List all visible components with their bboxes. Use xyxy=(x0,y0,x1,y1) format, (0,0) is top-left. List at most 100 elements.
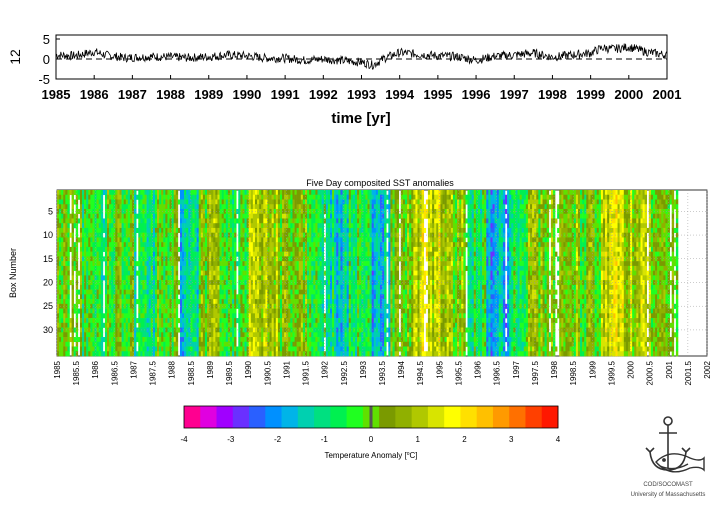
heatmap-cell xyxy=(129,299,133,305)
heatmap-cell xyxy=(79,199,83,205)
heatmap-cell xyxy=(225,208,229,215)
heatmap-cell xyxy=(107,299,110,305)
heatmap-cell xyxy=(113,337,116,343)
heatmap-cell xyxy=(234,265,237,271)
heatmap-cell xyxy=(117,308,120,314)
heatmap-cell xyxy=(100,194,104,200)
heatmap-cell xyxy=(361,265,364,271)
heatmap-cell xyxy=(288,232,291,238)
heatmap-cell xyxy=(215,251,218,257)
heatmap-cell xyxy=(107,261,110,267)
heatmap-cell xyxy=(121,308,124,314)
heatmap-cell xyxy=(342,303,345,309)
heatmap-cell xyxy=(361,294,364,300)
heatmap-cell xyxy=(329,284,333,290)
heatmap-cell xyxy=(265,208,268,215)
heatmap-cell xyxy=(169,251,172,257)
heatmap-cell xyxy=(252,270,256,276)
heatmap-cell xyxy=(236,251,239,257)
heatmap-cell xyxy=(171,190,174,196)
heatmap-cell xyxy=(232,213,235,219)
heatmap-cell xyxy=(265,318,268,324)
heatmap-cell xyxy=(219,213,222,219)
heatmap-cell xyxy=(248,223,252,229)
heatmap-cell xyxy=(188,237,191,243)
heatmap-cell xyxy=(109,332,112,338)
heatmap-cell xyxy=(61,337,64,343)
heatmap-cell xyxy=(104,265,108,271)
heatmap-cell xyxy=(250,303,254,309)
heatmap-cell xyxy=(109,351,112,357)
heatmap-cell xyxy=(319,190,322,196)
heatmap-cell xyxy=(250,341,254,347)
heatmap-cell xyxy=(302,251,306,257)
heatmap-cell xyxy=(225,265,229,271)
heatmap-cell xyxy=(227,256,231,262)
heatmap-cell xyxy=(140,190,143,196)
heatmap-cell xyxy=(132,218,135,224)
heatmap-cell xyxy=(69,218,72,224)
heatmap-cell xyxy=(202,294,206,300)
heatmap-cell xyxy=(352,289,356,295)
heatmap-cell xyxy=(142,246,145,252)
heatmap-cell xyxy=(61,270,64,276)
heatmap-cell xyxy=(104,337,108,343)
heatmap-cell xyxy=(163,284,166,290)
heatmap-cell xyxy=(352,322,356,328)
heatmap-cell xyxy=(319,213,322,219)
heatmap-cell xyxy=(82,213,85,219)
heatmap-cell xyxy=(307,227,310,233)
heatmap-cell xyxy=(132,256,135,262)
heatmap-cell xyxy=(117,299,120,305)
heatmap-cell xyxy=(65,213,68,219)
heatmap-cell xyxy=(109,204,112,210)
heatmap-cell xyxy=(204,223,208,229)
heatmap-cell xyxy=(102,275,106,281)
heatmap-cell xyxy=(259,299,262,305)
heatmap-cell xyxy=(188,346,191,352)
heatmap-cell xyxy=(250,190,254,196)
heatmap-cell xyxy=(188,265,191,271)
heatmap-cell xyxy=(273,242,277,248)
heatmap-cell xyxy=(334,223,337,229)
heatmap-cell xyxy=(340,337,343,343)
heatmap-cell xyxy=(294,208,297,215)
heatmap-cell xyxy=(219,194,222,200)
heatmap-cell xyxy=(329,289,333,295)
heatmap-cell xyxy=(152,351,156,357)
heatmap-cell xyxy=(277,299,281,305)
heatmap-cell xyxy=(340,204,343,210)
heatmap-cell xyxy=(75,199,79,205)
heatmap-cell xyxy=(232,242,235,248)
heatmap-cell xyxy=(123,246,127,252)
heatmap-cell xyxy=(161,246,164,252)
heatmap-cell xyxy=(217,199,220,205)
heatmap-cell xyxy=(336,270,339,276)
heatmap-cell xyxy=(123,237,127,243)
heatmap-cell xyxy=(90,299,93,305)
heatmap-cell xyxy=(194,194,197,200)
heatmap-cell xyxy=(84,251,87,257)
heatmap-cell xyxy=(329,327,333,333)
heatmap-cell xyxy=(273,332,277,338)
heatmap-cell xyxy=(204,308,208,314)
heatmap-cell xyxy=(127,237,131,243)
heatmap-cell xyxy=(332,242,335,248)
heatmap-cell xyxy=(75,218,79,224)
heatmap-cell xyxy=(267,256,270,262)
heatmap-cell xyxy=(84,341,87,347)
heatmap-cell xyxy=(152,275,156,281)
heatmap-cell xyxy=(184,351,187,357)
heatmap-cell xyxy=(175,346,179,352)
heatmap-cell xyxy=(352,227,356,233)
heatmap-cell xyxy=(327,270,331,276)
heatmap-cell xyxy=(119,265,122,271)
heatmap-cell xyxy=(244,208,247,215)
heatmap-cell xyxy=(107,308,110,314)
heatmap-cell xyxy=(165,256,168,262)
heatmap-cell xyxy=(265,289,268,295)
heatmap-cell xyxy=(127,265,131,271)
heatmap-cell xyxy=(361,289,364,295)
heatmap-cell xyxy=(154,270,158,276)
heatmap-cell xyxy=(202,318,206,324)
